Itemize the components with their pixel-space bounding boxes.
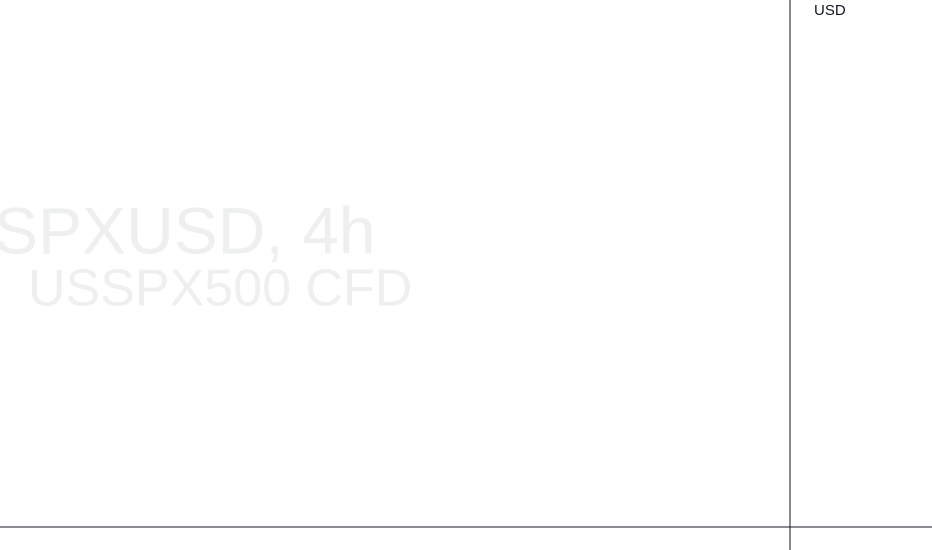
watermark: SPXUSD, 4h <box>0 193 376 267</box>
watermark: USSPX500 CFD <box>28 260 412 318</box>
currency-label: USD <box>814 2 846 19</box>
watermark-layer: SPXUSD, 4h USSPX500 CFD <box>0 193 412 317</box>
